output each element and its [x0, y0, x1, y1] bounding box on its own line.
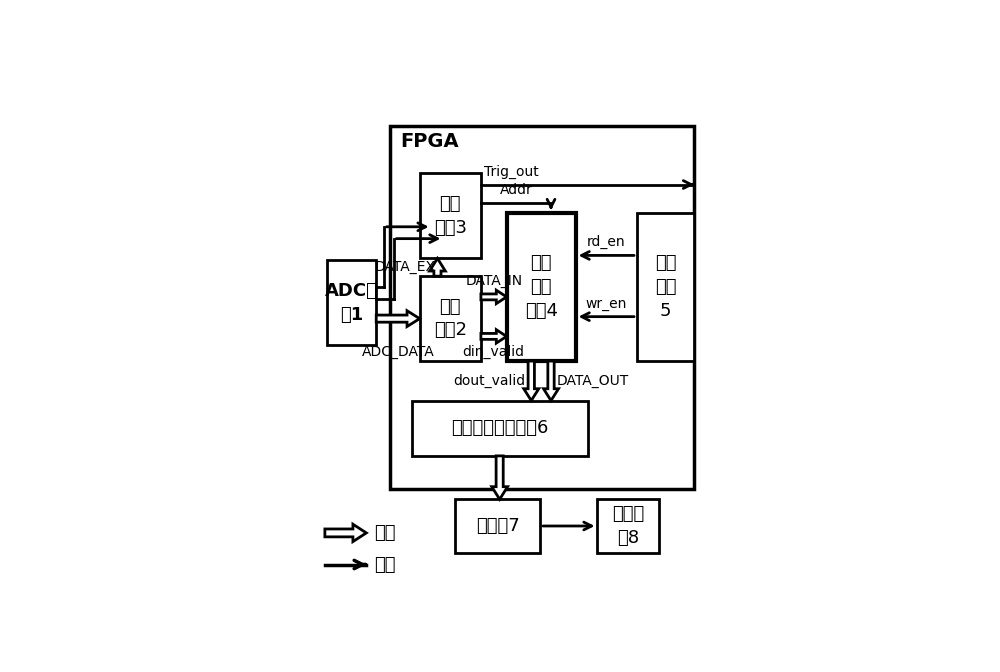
Text: 触发
模块3: 触发 模块3: [434, 195, 467, 237]
FancyArrow shape: [376, 310, 420, 327]
FancyArrow shape: [430, 259, 445, 276]
Bar: [327, 260, 376, 345]
Bar: [507, 213, 576, 361]
Text: DATA_EX: DATA_EX: [374, 260, 435, 274]
Text: ADC模
块1: ADC模 块1: [325, 282, 378, 324]
FancyArrow shape: [481, 290, 507, 304]
FancyArrow shape: [325, 524, 366, 542]
Bar: [637, 213, 694, 361]
Bar: [420, 276, 481, 361]
FancyArrow shape: [481, 330, 507, 343]
FancyArrow shape: [544, 361, 559, 401]
Text: 上位机7: 上位机7: [476, 517, 520, 535]
Text: 控制
模块
5: 控制 模块 5: [655, 255, 676, 320]
Text: 数据: 数据: [374, 524, 396, 542]
Text: 数据
采集
模块4: 数据 采集 模块4: [525, 255, 558, 320]
Text: 数字三维映射模块6: 数字三维映射模块6: [451, 419, 548, 437]
Bar: [455, 499, 540, 552]
Text: Addr: Addr: [500, 183, 532, 197]
Text: DATA_OUT: DATA_OUT: [557, 374, 629, 388]
Bar: [412, 401, 588, 456]
Bar: [597, 499, 659, 552]
Bar: [390, 126, 694, 489]
Text: ADC_DATA: ADC_DATA: [362, 345, 434, 360]
FancyArrow shape: [492, 456, 508, 499]
Text: 指令: 指令: [374, 556, 396, 573]
FancyArrow shape: [524, 361, 539, 401]
Bar: [420, 173, 481, 259]
Text: dout_valid: dout_valid: [453, 374, 525, 388]
Text: Trig_out: Trig_out: [484, 165, 538, 179]
Text: rd_en: rd_en: [587, 235, 626, 249]
Text: FPGA: FPGA: [400, 132, 459, 151]
Text: DATA_IN: DATA_IN: [465, 274, 522, 288]
Text: 显示模
块8: 显示模 块8: [612, 505, 644, 547]
Text: din_valid: din_valid: [463, 345, 525, 360]
Text: 抽点
模块2: 抽点 模块2: [434, 298, 467, 339]
Text: wr_en: wr_en: [586, 297, 627, 310]
